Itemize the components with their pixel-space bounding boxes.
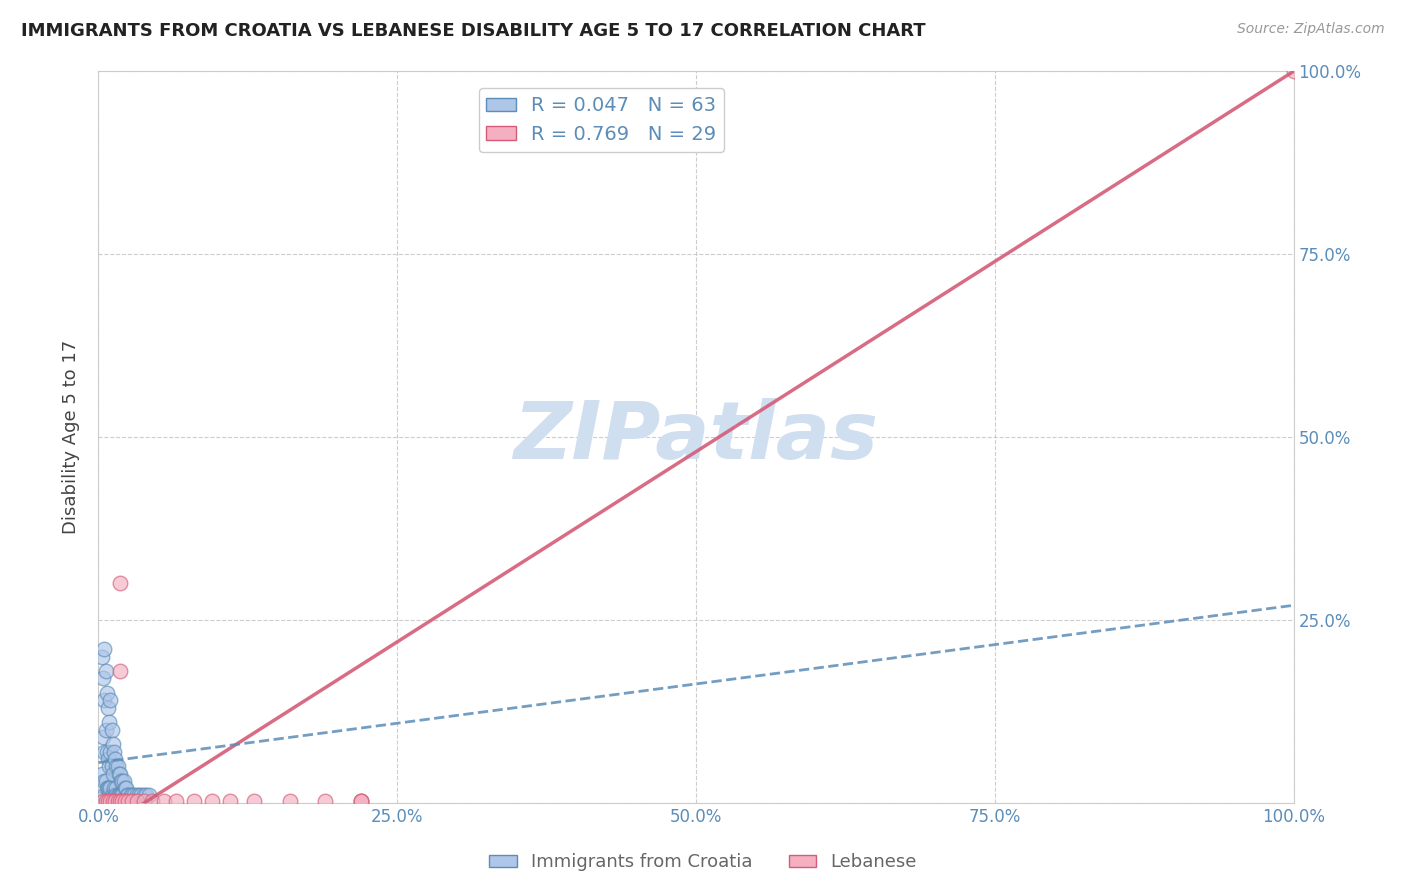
- Point: [98, 745, 122, 759]
- Point: [100, 789, 122, 803]
- Point: [112, 773, 135, 788]
- Point: [96, 781, 118, 796]
- Point: [98, 781, 122, 796]
- Point: [98, 759, 121, 773]
- Point: [120, 789, 142, 803]
- Point: [111, 773, 134, 788]
- Point: [108, 794, 131, 808]
- Point: [117, 789, 139, 803]
- Point: [104, 789, 127, 803]
- Point: [124, 789, 146, 803]
- Point: [98, 789, 121, 803]
- Point: [243, 794, 266, 808]
- Point: [93, 693, 115, 707]
- Point: [107, 789, 129, 803]
- Point: [105, 789, 128, 803]
- Text: Source: ZipAtlas.com: Source: ZipAtlas.com: [1237, 22, 1385, 37]
- Point: [115, 789, 138, 803]
- Point: [121, 789, 143, 803]
- Point: [141, 794, 163, 808]
- Y-axis label: Disability Age 5 to 17: Disability Age 5 to 17: [62, 340, 80, 534]
- Point: [97, 781, 120, 796]
- Point: [108, 789, 131, 803]
- Point: [1282, 64, 1305, 78]
- Point: [183, 794, 205, 808]
- Point: [91, 794, 114, 808]
- Point: [101, 766, 124, 780]
- Point: [104, 752, 127, 766]
- Point: [93, 745, 115, 759]
- Point: [114, 781, 136, 796]
- Point: [110, 773, 132, 788]
- Point: [101, 789, 124, 803]
- Point: [94, 723, 117, 737]
- Text: ZIPatlas: ZIPatlas: [513, 398, 879, 476]
- Point: [114, 794, 136, 808]
- Point: [103, 781, 125, 796]
- Point: [103, 745, 125, 759]
- Point: [97, 752, 120, 766]
- Point: [350, 794, 373, 808]
- Point: [108, 766, 131, 780]
- Point: [94, 794, 117, 808]
- Point: [128, 789, 150, 803]
- Point: [278, 794, 301, 808]
- Point: [110, 789, 132, 803]
- Point: [350, 794, 373, 808]
- Point: [121, 794, 143, 808]
- Point: [91, 649, 114, 664]
- Point: [104, 794, 127, 808]
- Point: [107, 759, 129, 773]
- Point: [90, 792, 112, 806]
- Point: [96, 745, 118, 759]
- Point: [135, 789, 157, 803]
- Point: [101, 794, 124, 808]
- Point: [105, 759, 128, 773]
- Point: [98, 693, 122, 707]
- Point: [153, 794, 176, 808]
- Point: [97, 794, 120, 808]
- Point: [91, 766, 114, 780]
- Point: [98, 781, 121, 796]
- Point: [219, 794, 242, 808]
- Point: [108, 576, 131, 591]
- Point: [165, 794, 187, 808]
- Legend: R = 0.047   N = 63, R = 0.769   N = 29: R = 0.047 N = 63, R = 0.769 N = 29: [478, 88, 724, 152]
- Point: [201, 794, 224, 808]
- Point: [131, 789, 153, 803]
- Point: [315, 794, 337, 808]
- Point: [138, 789, 160, 803]
- Point: [98, 794, 122, 808]
- Point: [93, 642, 115, 657]
- Point: [125, 794, 148, 808]
- Point: [91, 730, 114, 744]
- Point: [91, 672, 114, 686]
- Point: [94, 664, 117, 678]
- Point: [132, 794, 155, 808]
- Point: [115, 781, 138, 796]
- Point: [117, 794, 139, 808]
- Text: IMMIGRANTS FROM CROATIA VS LEBANESE DISABILITY AGE 5 TO 17 CORRELATION CHART: IMMIGRANTS FROM CROATIA VS LEBANESE DISA…: [21, 22, 925, 40]
- Point: [107, 789, 129, 803]
- Point: [98, 715, 121, 730]
- Point: [107, 794, 129, 808]
- Legend: Immigrants from Croatia, Lebanese: Immigrants from Croatia, Lebanese: [482, 847, 924, 879]
- Point: [108, 664, 131, 678]
- Point: [107, 766, 129, 780]
- Point: [96, 686, 118, 700]
- Point: [100, 759, 122, 773]
- Point: [93, 789, 115, 803]
- Point: [93, 773, 115, 788]
- Point: [350, 794, 373, 808]
- Point: [100, 723, 122, 737]
- Point: [111, 794, 134, 808]
- Point: [111, 789, 134, 803]
- Point: [101, 737, 124, 751]
- Point: [125, 789, 148, 803]
- Point: [97, 700, 120, 714]
- Point: [94, 773, 117, 788]
- Point: [132, 789, 155, 803]
- Point: [105, 781, 128, 796]
